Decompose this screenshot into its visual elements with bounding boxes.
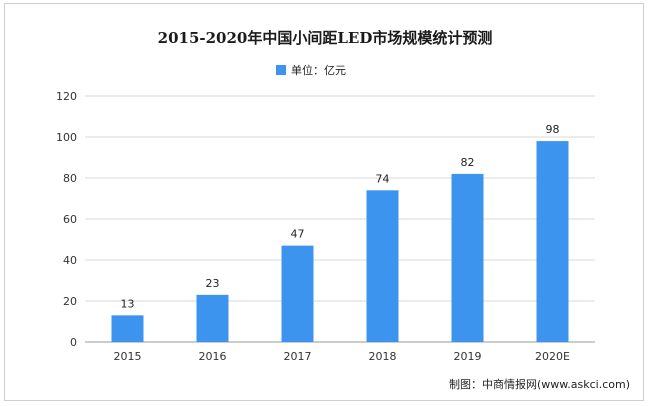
chart-title: 2015-2020年中国小间距LED市场规模统计预测 — [157, 29, 493, 47]
data-label: 13 — [121, 297, 135, 310]
x-tick-label: 2019 — [454, 350, 482, 363]
bar — [111, 315, 144, 342]
x-tick-label: 2018 — [369, 350, 397, 363]
y-axis-ticks: 0 20 40 60 80 100 120 — [56, 90, 77, 349]
bars — [111, 141, 569, 342]
bar — [366, 190, 399, 342]
y-tick-label: 60 — [63, 213, 77, 226]
y-tick-label: 40 — [63, 254, 77, 267]
x-tick-label: 2020E — [535, 350, 570, 363]
y-tick-label: 20 — [63, 295, 77, 308]
bar — [281, 245, 314, 342]
data-label: 47 — [291, 228, 305, 241]
data-label: 82 — [461, 156, 475, 169]
bar — [536, 141, 569, 342]
data-labels: 13 23 47 74 82 98 — [121, 123, 560, 310]
y-tick-label: 120 — [56, 90, 77, 103]
x-axis-ticks: 2015 2016 2017 2018 2019 2020E — [114, 350, 571, 363]
y-tick-label: 0 — [70, 336, 77, 349]
legend-swatch — [276, 65, 286, 75]
gridlines — [85, 95, 595, 343]
bar — [451, 173, 484, 342]
y-tick-label: 80 — [63, 172, 77, 185]
x-tick-label: 2015 — [114, 350, 142, 363]
y-tick-label: 100 — [56, 131, 77, 144]
source-note: 制图：中商情报网(www.askci.com) — [449, 378, 630, 391]
data-label: 98 — [546, 123, 560, 136]
legend-label: 单位：亿元 — [291, 64, 346, 77]
bar — [196, 294, 229, 342]
data-label: 74 — [376, 172, 390, 185]
x-tick-label: 2017 — [284, 350, 312, 363]
data-label: 23 — [206, 277, 220, 290]
x-tick-label: 2016 — [199, 350, 227, 363]
chart-legend: 单位：亿元 — [276, 63, 346, 77]
